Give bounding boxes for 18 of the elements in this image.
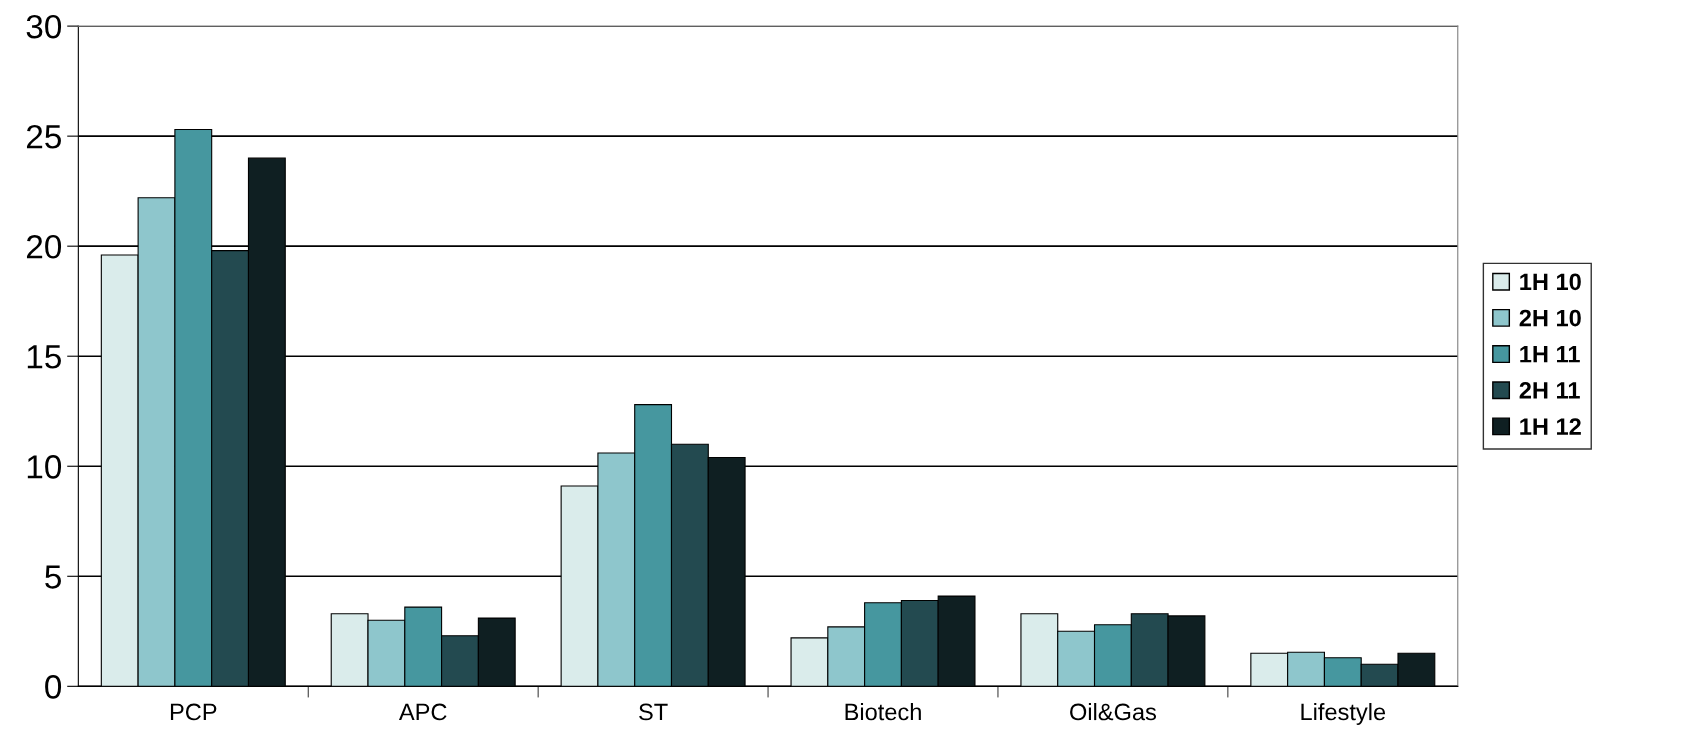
legend-label: 1H 10 xyxy=(1520,273,1581,291)
legend-label: 1H 11 xyxy=(1520,346,1580,363)
x-tick-label: Lifestyle xyxy=(1301,702,1386,725)
legend-label: 2H 10 xyxy=(1519,309,1581,327)
x-tick-label: Oil&Gas xyxy=(1070,702,1157,721)
y-tick-label: 20 xyxy=(26,234,62,259)
y-tick-label: 10 xyxy=(27,455,62,479)
y-tick-label: 15 xyxy=(27,345,61,369)
legend-label: 1H 12 xyxy=(1520,418,1581,435)
x-tick-label: APC xyxy=(398,703,447,721)
y-tick-label: 25 xyxy=(26,124,61,149)
x-tick-label: Biotech xyxy=(845,702,921,721)
x-tick-label: ST xyxy=(639,703,668,721)
x-tick-label: PCP xyxy=(170,703,217,721)
y-tick-label: 30 xyxy=(26,14,62,39)
y-tick-label: 0 xyxy=(45,675,62,699)
legend-label: 2H 11 xyxy=(1519,382,1580,399)
y-tick-label: 5 xyxy=(45,565,61,589)
